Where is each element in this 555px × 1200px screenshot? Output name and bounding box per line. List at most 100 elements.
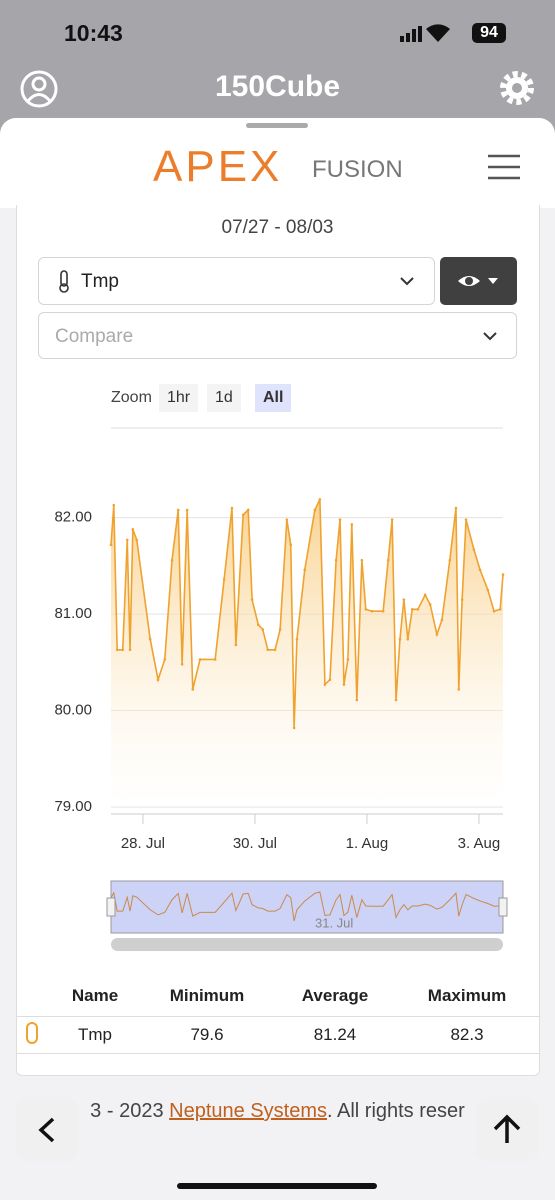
data-point [410,608,414,611]
data-point [156,678,160,682]
home-indicator [177,1183,377,1189]
thermometer-icon [59,270,69,293]
data-point [454,506,458,510]
row-icon [26,1022,38,1044]
data-point [492,609,496,613]
data-point [285,518,289,521]
data-point [334,558,338,562]
y-tick-label: 79.00 [54,798,92,815]
data-point [355,698,359,702]
battery: 94 [472,23,506,43]
date-range: 07/27 - 08/03 [221,217,334,238]
data-point [390,518,394,521]
navigator-handle[interactable] [498,897,508,917]
data-point [176,508,180,512]
back-icon [38,1117,55,1143]
data-point [501,573,505,576]
data-point [402,598,406,601]
table-header: Name [71,986,119,1005]
up-icon [493,1114,521,1143]
data-point [478,568,482,572]
data-point [256,623,260,627]
data-point [394,698,398,702]
data-point [448,558,452,562]
data-point [364,608,368,611]
probe-name: Tmp [81,271,119,292]
chevron [400,277,414,286]
top-bar [0,0,555,140]
data-point [170,558,174,562]
data-point [342,683,346,686]
eye-icon [458,276,498,286]
footer-text: . All rights reser [326,1100,465,1122]
grabber [246,123,308,128]
zoom-label: Zoom [111,389,152,406]
y-tick-label: 82.00 [54,509,92,526]
data-point [381,609,385,613]
data-point [191,688,195,691]
navigator-window [110,880,504,934]
compare-select[interactable]: Compare [38,312,517,359]
navigator-label: 31. Jul [315,915,353,930]
table-cell: 82.3 [450,1025,484,1044]
zoom-button[interactable]: 1hr [159,384,199,412]
data-point [398,637,402,641]
data-point [406,637,410,641]
x-tick-label: 28. Jul [121,835,165,852]
data-point [213,658,217,661]
zoom-button[interactable]: All [255,384,292,412]
visibility-button[interactable] [440,257,517,305]
data-point [323,683,327,686]
table-rule [16,1053,539,1054]
navigator-handle[interactable] [106,897,116,917]
y-tick-label: 81.00 [54,605,92,622]
table-cell: Tmp [78,1025,112,1044]
navigator-line [110,891,504,922]
data-point [135,538,139,542]
back-button[interactable] [16,1099,78,1161]
table-cell: 81.24 [313,1025,357,1044]
logo-brand: APEX [153,142,283,191]
probe-select[interactable]: Tmp [38,257,435,305]
profile-button[interactable] [18,68,60,110]
x-tick-label: 1. Aug [346,835,389,852]
menu-button[interactable] [486,152,522,182]
x-tick-label: 30. Jul [233,835,277,852]
data-point [486,588,490,592]
data-point [115,648,119,652]
data-point [346,658,350,661]
data-point [180,662,184,666]
data-point [131,527,135,531]
data-point [128,648,132,652]
x-tick-label: 3. Aug [458,835,501,852]
table-header: Maximum [427,986,507,1005]
data-point [313,508,317,512]
data-point [234,643,238,647]
data-point [148,637,152,641]
footer-text: 3 - 2023 [90,1100,164,1122]
clock: 10:43 [64,20,123,46]
settings-button[interactable] [496,67,538,109]
data-point [428,603,432,606]
data-point [318,498,322,501]
data-point [261,628,265,631]
table-rule [16,1016,539,1017]
data-point [230,506,234,510]
zoom-button[interactable]: 1d [207,384,241,412]
sheet [0,118,555,208]
table-header: Average [301,986,369,1005]
data-point [440,618,444,622]
data-point [423,593,427,597]
data-point [125,538,129,542]
data-point [457,688,461,691]
data-point [278,628,282,631]
data-point [338,518,342,521]
data-point [121,648,125,652]
data-point [460,598,464,601]
data-point [273,648,277,652]
footer-link[interactable]: Neptune Systems [169,1100,327,1122]
data-point [360,558,364,562]
data-point [370,609,374,613]
scroll-top-button[interactable] [476,1099,538,1161]
data-point [435,633,439,636]
